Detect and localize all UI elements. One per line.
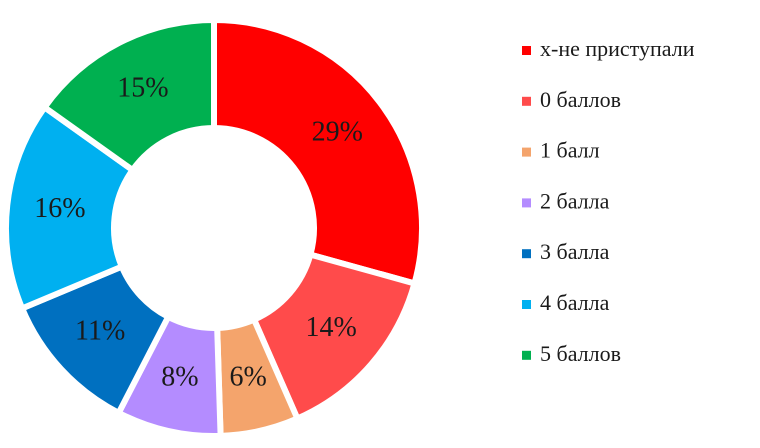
legend-label: 5 баллов: [540, 341, 621, 366]
donut-slice: [211, 16, 425, 288]
legend-marker: [522, 198, 531, 208]
legend-label: 2 балла: [540, 188, 610, 213]
legend-marker: [522, 300, 531, 309]
value-label: 29%: [312, 117, 363, 148]
value-label: 14%: [305, 312, 356, 343]
legend-marker: [522, 249, 531, 259]
legend-label: 3 балла: [540, 239, 610, 264]
legend-marker: [522, 96, 531, 106]
legend-marker: [522, 350, 531, 360]
legend-label: 1 балл: [540, 138, 600, 163]
value-label: 8%: [161, 362, 198, 393]
donut-slice: [250, 250, 419, 423]
legend-marker: [522, 147, 531, 157]
legend-label: 4 балла: [540, 290, 610, 315]
legend-label: х-не приступали: [540, 36, 695, 61]
value-label: 6%: [229, 362, 266, 393]
donut-slice: [40, 16, 217, 175]
legend-label: 0 баллов: [540, 87, 621, 112]
value-label: 16%: [34, 193, 85, 224]
value-label: 15%: [117, 73, 168, 104]
legend-marker: [522, 46, 531, 55]
value-label: 11%: [75, 316, 125, 347]
donut-slice: [3, 103, 137, 313]
